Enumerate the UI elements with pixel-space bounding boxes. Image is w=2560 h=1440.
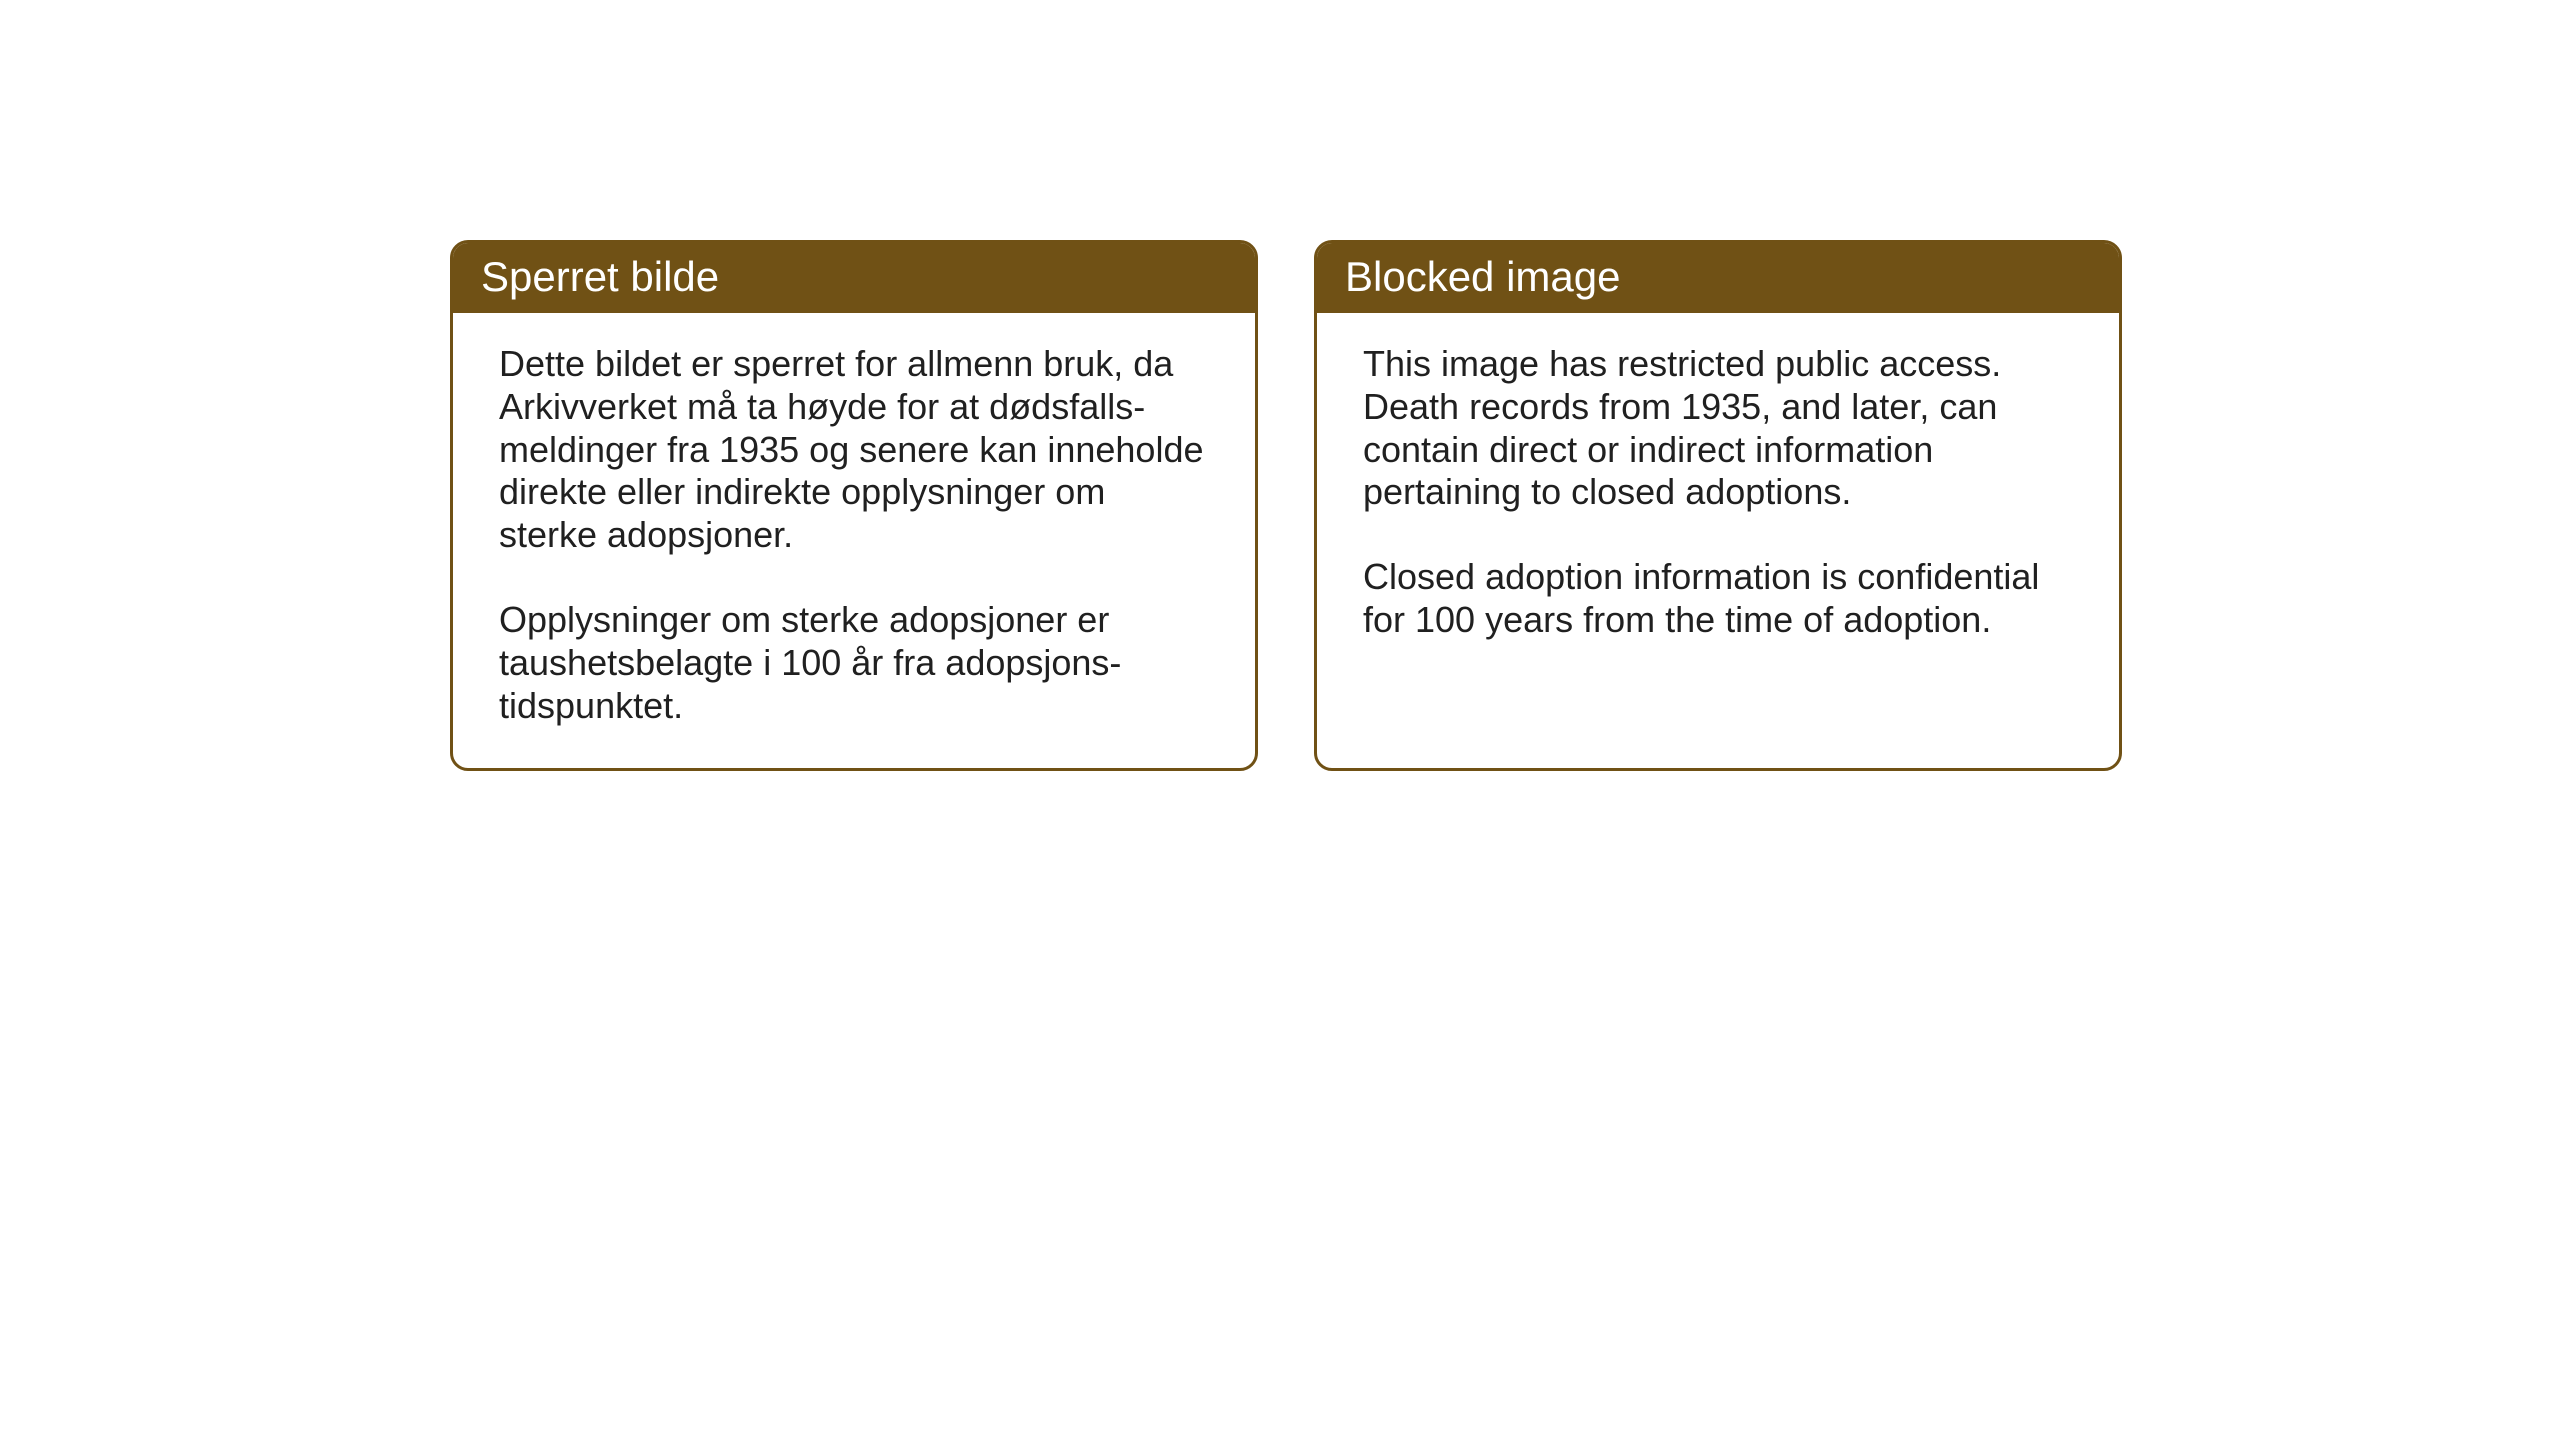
- notice-paragraph: Dette bildet er sperret for allmenn bruk…: [499, 343, 1209, 557]
- notice-card-english: Blocked image This image has restricted …: [1314, 240, 2122, 771]
- notice-paragraph: Opplysninger om sterke adopsjoner er tau…: [499, 599, 1209, 727]
- notice-container: Sperret bilde Dette bildet er sperret fo…: [450, 240, 2122, 771]
- card-header-norwegian: Sperret bilde: [453, 243, 1255, 313]
- notice-paragraph: This image has restricted public access.…: [1363, 343, 2073, 514]
- notice-paragraph: Closed adoption information is confident…: [1363, 556, 2073, 642]
- card-body-norwegian: Dette bildet er sperret for allmenn bruk…: [453, 313, 1255, 768]
- card-body-english: This image has restricted public access.…: [1317, 313, 2119, 758]
- card-header-english: Blocked image: [1317, 243, 2119, 313]
- notice-card-norwegian: Sperret bilde Dette bildet er sperret fo…: [450, 240, 1258, 771]
